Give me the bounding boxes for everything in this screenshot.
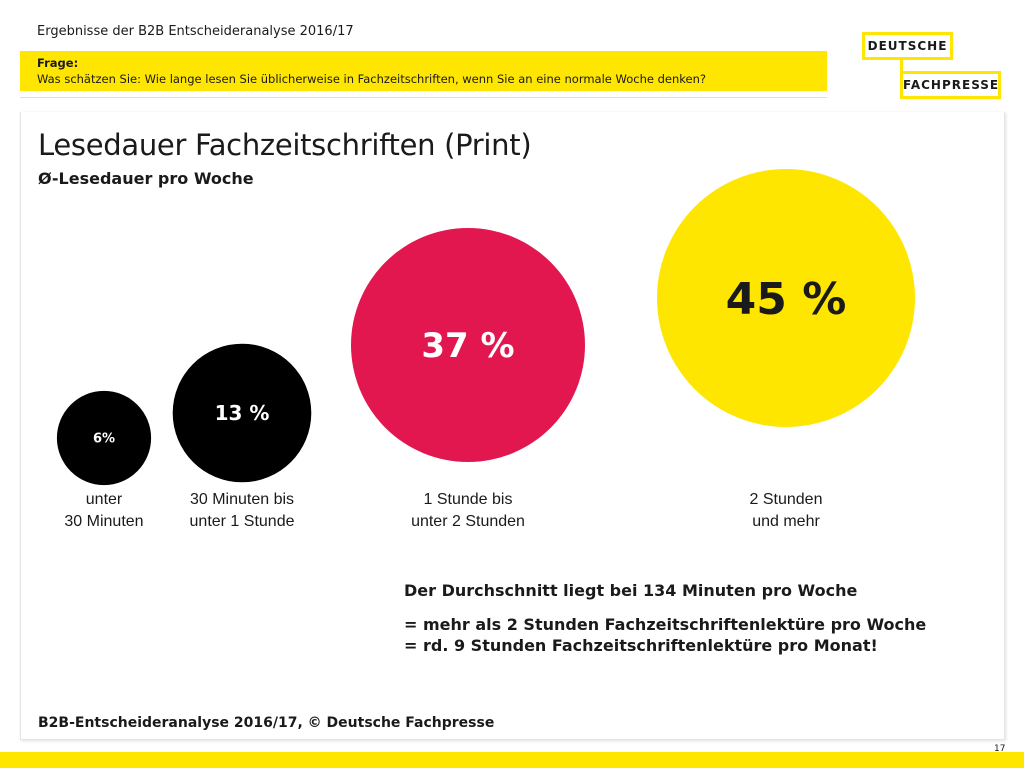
category-label-1-line-1: unter: [86, 491, 123, 508]
category-label-3-line-2: unter 2 Stunden: [411, 513, 525, 530]
logo-connector: [900, 58, 903, 73]
logo-deutsche: DEUTSCHE: [862, 32, 953, 60]
category-label-2-line-1: 30 Minuten bis: [190, 491, 294, 508]
bubble-value-label-2: 13 %: [215, 401, 270, 425]
logo-fachpresse: FACHPRESSE: [900, 71, 1001, 99]
summary-note: = mehr als 2 Stunden Fachzeitschriftenle…: [404, 614, 926, 656]
question-text: Was schätzen Sie: Wie lange lesen Sie üb…: [37, 72, 706, 86]
divider: [20, 97, 827, 98]
question-label: Frage:: [37, 56, 79, 70]
category-label-1-line-2: 30 Minuten: [64, 513, 143, 530]
category-label-4-line-1: 2 Stunden: [750, 491, 823, 508]
content-panel: [20, 112, 1005, 740]
bubble-value-label-1: 6%: [93, 432, 115, 447]
bubble-2: [172, 343, 312, 483]
chart-subtitle: Ø-Lesedauer pro Woche: [38, 169, 254, 188]
category-label-4-line-2: und mehr: [752, 513, 820, 530]
footer-source: B2B-Entscheideranalyse 2016/17, © Deutsc…: [38, 715, 495, 731]
summary-line-month: = rd. 9 Stunden Fachzeitschriftenlektüre…: [404, 636, 878, 655]
chart-title: Lesedauer Fachzeitschriften (Print): [38, 128, 532, 162]
category-label-2-line-2: unter 1 Stunde: [190, 513, 295, 530]
bubble-value-label-3: 37 %: [421, 326, 514, 366]
report-title: Ergebnisse der B2B Entscheideranalyse 20…: [37, 24, 354, 39]
bubble-value-label-4: 45 %: [726, 274, 847, 325]
summary-line-week: = mehr als 2 Stunden Fachzeitschriftenle…: [404, 615, 927, 634]
bubble-4: [657, 169, 915, 427]
average-note: Der Durchschnitt liegt bei 134 Minuten p…: [404, 581, 858, 600]
bottom-bar: [0, 752, 1024, 768]
category-label-3-line-1: 1 Stunde bis: [424, 491, 513, 508]
bubble-3: [351, 228, 585, 462]
bubble-1: [56, 390, 152, 486]
page-number: 17: [994, 744, 1006, 754]
question-bar: Frage: Was schätzen Sie: Wie lange lesen…: [20, 51, 827, 91]
